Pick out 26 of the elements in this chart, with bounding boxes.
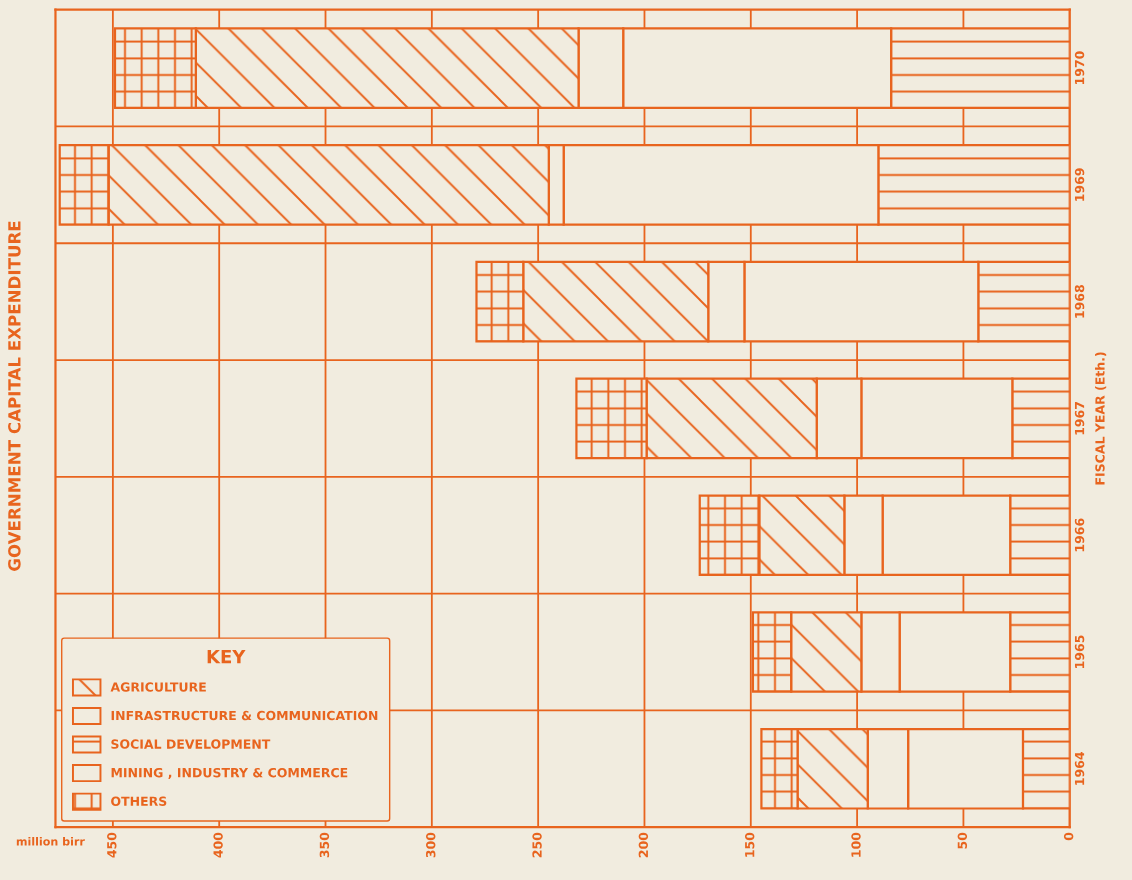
x-tick-label: 200 [638, 832, 649, 858]
legend-label: OTHERS [111, 796, 167, 806]
x-tick-label: 300 [426, 832, 436, 858]
x-tick-label: 50 [957, 832, 968, 849]
y-tick-label: 1968 [1074, 285, 1085, 318]
y-tick-label: 1965 [1074, 635, 1085, 668]
y-axis-title: FISCAL YEAR (Eth.) [1095, 352, 1107, 485]
y-tick-label: 1969 [1074, 168, 1085, 201]
text: GOVERNMENT CAPITAL EXPENDITURE [8, 221, 21, 571]
y-tick-label: 1964 [1074, 751, 1085, 785]
y-tick-label: 1967 [1074, 402, 1085, 435]
x-tick-label: 0 [1063, 832, 1074, 841]
y-tick-label: 1970 [1074, 51, 1085, 85]
y-tick-label: 1966 [1074, 518, 1085, 552]
x-tick-label: 400 [213, 832, 223, 858]
x-tick-label: 250 [532, 832, 542, 858]
x-tick-label: 150 [744, 832, 755, 857]
legend-label: INFRASTRUCTURE & COMMUNICATION [111, 710, 378, 721]
x-tick-label: 450 [107, 832, 117, 858]
legend-title: KEY [207, 649, 246, 664]
x-axis-title: million birr [16, 837, 85, 846]
legend-label: MINING , INDUSTRY & COMMERCE [111, 767, 348, 779]
x-tick-label: 350 [319, 832, 330, 858]
x-tick-label: 100 [851, 832, 861, 857]
legend-label: SOCIAL DEVELOPMENT [111, 739, 271, 749]
legend-label: AGRICULTURE [110, 682, 206, 692]
